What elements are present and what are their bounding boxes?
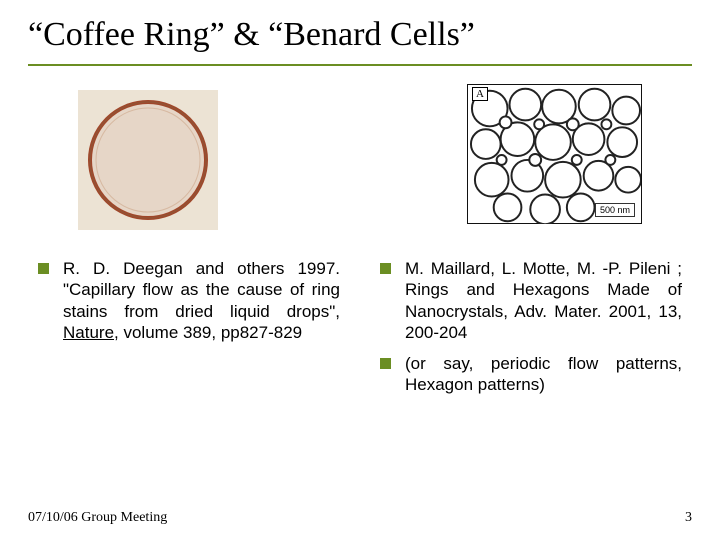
scale-bar: 500 nm (595, 203, 635, 217)
left-column: R. D. Deegan and others 1997. "Capillary… (38, 258, 340, 406)
bullet-icon (380, 358, 391, 369)
footer: 07/10/06 Group Meeting 3 (28, 510, 692, 526)
list-item: (or say, periodic flow patterns, Hexagon… (380, 353, 682, 396)
panel-label: A (472, 87, 488, 101)
right-column: M. Maillard, L. Motte, M. -P. Pileni ; R… (380, 258, 682, 406)
list-item: R. D. Deegan and others 1997. "Capillary… (38, 258, 340, 343)
bullet-icon (380, 263, 391, 274)
bullet-text: M. Maillard, L. Motte, M. -P. Pileni ; R… (405, 258, 682, 343)
bullet-text: R. D. Deegan and others 1997. "Capillary… (63, 258, 340, 343)
list-item: M. Maillard, L. Motte, M. -P. Pileni ; R… (380, 258, 682, 343)
figures-row: A (28, 66, 692, 236)
coffee-ring-figure (78, 84, 218, 236)
footer-page-number: 3 (685, 510, 692, 526)
text-columns: R. D. Deegan and others 1997. "Capillary… (28, 236, 692, 406)
slide-title: “Coffee Ring” & “Benard Cells” (28, 12, 692, 66)
footer-left: 07/10/06 Group Meeting (28, 510, 167, 526)
bullet-icon (38, 263, 49, 274)
bullet-text: (or say, periodic flow patterns, Hexagon… (405, 353, 682, 396)
benard-cells-figure: A (467, 84, 642, 224)
